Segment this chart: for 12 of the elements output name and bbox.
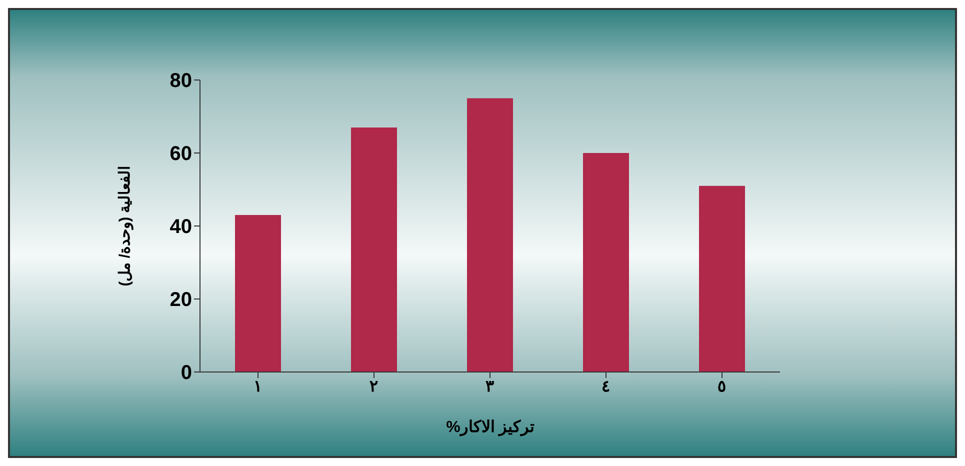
- y-tick-label: 0: [180, 362, 192, 384]
- y-axis-title: الفعالية (وحدة/ مل): [116, 166, 134, 286]
- x-tick-label: ٤: [602, 378, 610, 396]
- x-tick-label: ٢: [370, 378, 378, 396]
- y-tick-label: 40: [170, 216, 192, 238]
- x-tick-label: ١: [254, 378, 262, 396]
- y-tick-label: 60: [170, 143, 192, 166]
- y-tick-label: 80: [170, 70, 192, 92]
- x-axis-title: تركيز الاكار%: [446, 419, 535, 437]
- x-tick-label: ٥: [718, 378, 726, 396]
- y-tick-label: 20: [170, 289, 192, 312]
- x-tick-label: ٣: [486, 378, 494, 396]
